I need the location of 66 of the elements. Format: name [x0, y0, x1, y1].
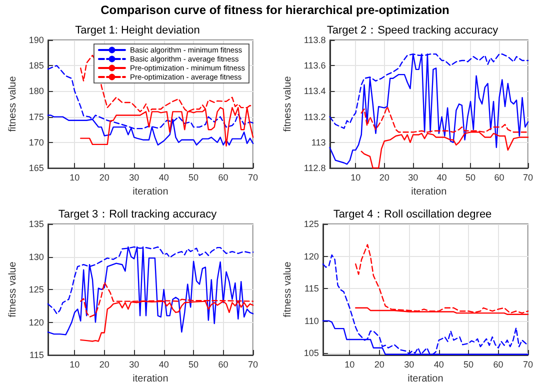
x-tick-label: 20: [99, 172, 110, 182]
y-tick-label: 115: [304, 284, 319, 294]
x-tick-label: 30: [129, 172, 140, 182]
line-series: [329, 53, 529, 165]
x-tick-label: 50: [188, 360, 199, 370]
y-tick-label: 113.4: [304, 86, 326, 96]
x-axis-title: iteration: [132, 373, 168, 384]
x-tick-label: 50: [464, 360, 474, 370]
y-axis-title: fitness value: [282, 76, 294, 132]
x-tick-label: 50: [188, 172, 199, 182]
x-tick-label: 20: [99, 360, 110, 370]
y-tick-label: 105: [304, 348, 319, 358]
x-tick-label: 70: [522, 172, 534, 182]
x-tick-label: 40: [158, 360, 169, 370]
y-tick-label: 112.8: [304, 163, 326, 173]
x-axis-title: iteration: [408, 373, 444, 384]
x-axis-title: iteration: [411, 186, 447, 198]
y-tick-label: 113.8: [304, 35, 326, 45]
x-tick-label: 10: [344, 360, 355, 370]
y-tick-label: 130: [28, 252, 44, 262]
x-tick-label: 50: [466, 172, 476, 182]
line-series: [47, 246, 254, 336]
chart-title: Target 3：Roll tracking accuracy: [58, 208, 218, 220]
x-tick-label: 20: [379, 172, 390, 182]
y-tick-label: 135: [28, 219, 44, 229]
x-tick-label: 20: [374, 360, 384, 370]
y-tick-label: 113.2: [304, 112, 326, 122]
y-tick-label: 125: [304, 219, 319, 229]
x-tick-label: 60: [494, 172, 504, 182]
y-tick-label: 165: [28, 163, 44, 173]
chart-title: Target 2：Speed tracking accuracy: [326, 24, 499, 36]
x-tick-label: 40: [158, 172, 169, 182]
y-tick-label: 110: [304, 316, 319, 326]
y-tick-label: 120: [28, 317, 44, 328]
x-tick-label: 60: [493, 360, 504, 370]
y-axis-title: fitness value: [8, 76, 18, 132]
x-tick-label: 10: [70, 360, 80, 370]
x-tick-label: 40: [436, 172, 447, 182]
x-tick-label: 60: [218, 172, 228, 182]
x-tick-label: 70: [248, 360, 258, 370]
x-tick-label: 30: [408, 172, 418, 182]
x-tick-label: 40: [434, 360, 444, 370]
y-axis-title: fitness value: [8, 261, 18, 318]
x-tick-label: 10: [350, 172, 361, 182]
text: Comparison curve of fitness for hierarchical pre-optimization: [100, 3, 450, 17]
x-tick-label: 70: [522, 360, 534, 370]
y-tick-label: 180: [28, 86, 44, 96]
y-tick-label: 120: [304, 251, 319, 262]
y-tick-label: 113: [311, 137, 326, 148]
x-tick-label: 60: [218, 360, 228, 370]
y-axis-title: fitness value: [282, 261, 294, 318]
y-tick-label: 170: [28, 137, 44, 148]
x-tick-label: 30: [129, 360, 140, 370]
y-tick-label: 113.6: [304, 60, 326, 71]
y-tick-label: 175: [28, 112, 44, 122]
y-tick-label: 190: [28, 35, 44, 45]
x-tick-label: 30: [404, 360, 414, 370]
x-axis-title: iteration: [132, 186, 168, 198]
chart-title: Target 4：Roll oscillation degree: [333, 208, 492, 220]
y-tick-label: 125: [28, 284, 44, 294]
chart-title: Target 1: Height deviation: [75, 24, 200, 36]
line-series: [355, 244, 529, 314]
x-tick-label: 70: [248, 172, 258, 182]
y-tick-label: 185: [28, 60, 44, 71]
y-tick-label: 115: [30, 350, 44, 360]
x-tick-label: 10: [70, 172, 80, 182]
